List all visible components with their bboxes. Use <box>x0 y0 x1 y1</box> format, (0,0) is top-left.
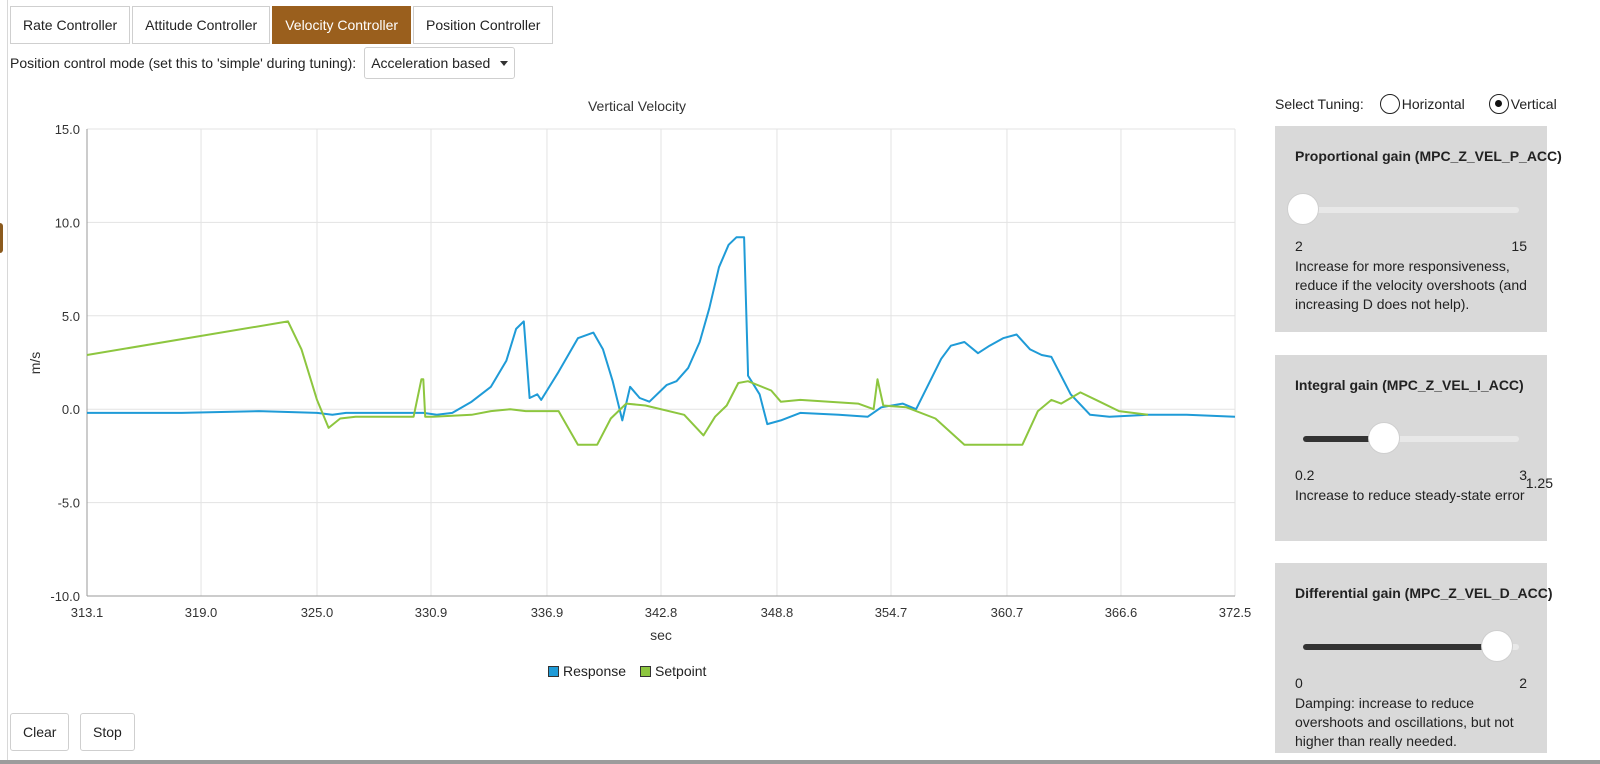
radio-label-horizontal: Horizontal <box>1401 96 1465 112</box>
slider-fill <box>1303 644 1498 650</box>
series-line-setpoint <box>86 320 1149 446</box>
param-title: Integral gain (MPC_Z_VEL_I_ACC) <box>1295 377 1524 393</box>
vertical-velocity-chart: 313.1 319.0 325.0 330.9 336.9 342.8 348.8 354.7… <box>27 98 1252 643</box>
slider-fill <box>1303 436 1384 442</box>
y-tick-label: -10.0 <box>50 589 80 604</box>
x-tick-label: 313.1 <box>71 605 104 620</box>
slider-min-label: 0.2 <box>1295 467 1315 483</box>
tab-rate-controller[interactable]: Rate Controller <box>10 6 131 44</box>
slider-max-label: 15 <box>1511 238 1527 254</box>
x-tick-label: 372.5 <box>1219 605 1252 620</box>
x-tick-label: 348.8 <box>761 605 794 620</box>
position-mode-label: Position control mode (set this to 'simp… <box>10 55 357 71</box>
position-mode-value: Acceleration based <box>371 55 491 71</box>
y-tick-label: 0.0 <box>62 402 80 417</box>
bottom-scrollbar[interactable] <box>0 760 1600 764</box>
caret-down-icon <box>500 60 509 66</box>
y-tick-label: 15.0 <box>55 122 80 137</box>
radio-vertical[interactable] <box>1488 94 1509 114</box>
param-panel-d-gain: Differential gain (MPC_Z_VEL_D_ACC) 0 2 … <box>1275 563 1552 753</box>
param-description: Increase to reduce steady-state error <box>1295 487 1525 503</box>
param-panel-p-gain: Proportional gain (MPC_Z_VEL_P_ACC) 2 15… <box>1275 126 1562 332</box>
tuning-option-vertical[interactable]: Vertical <box>1488 94 1557 114</box>
param-title: Proportional gain (MPC_Z_VEL_P_ACC) <box>1295 148 1562 164</box>
y-tick-label: -5.0 <box>58 496 80 511</box>
select-tuning-label: Select Tuning: <box>1275 96 1364 112</box>
tab-attitude-controller[interactable]: Attitude Controller <box>132 6 271 44</box>
y-axis-label: m/s <box>27 352 43 375</box>
setpoint-swatch-icon <box>640 665 652 677</box>
slider-thumb[interactable] <box>1481 630 1514 662</box>
x-tick-label: 319.0 <box>185 605 218 620</box>
position-mode-row: Position control mode (set this to 'simp… <box>10 47 516 79</box>
left-divider <box>7 0 8 764</box>
d-gain-slider[interactable] <box>1303 630 1519 662</box>
chart-title: Vertical Velocity <box>588 98 686 114</box>
x-tick-label: 330.9 <box>415 605 448 620</box>
x-tick-label: 354.7 <box>875 605 908 620</box>
legend-label-setpoint: Setpoint <box>655 663 707 679</box>
legend-item-setpoint[interactable]: Setpoint <box>640 663 706 679</box>
x-axis-label: sec <box>650 627 672 643</box>
y-tick-label: 10.0 <box>55 215 80 230</box>
series-line-response <box>87 236 1236 426</box>
legend-label-response: Response <box>563 663 627 679</box>
param-panel-i-gain: Integral gain (MPC_Z_VEL_I_ACC) 0.2 3 1.… <box>1275 355 1553 541</box>
x-tick-label: 360.7 <box>991 605 1024 620</box>
x-tick-label: 336.9 <box>531 605 564 620</box>
radio-label-vertical: Vertical <box>1510 96 1557 112</box>
slider-value-label: 1.25 <box>1525 475 1553 491</box>
p-gain-slider[interactable] <box>1287 193 1519 225</box>
select-tuning-row: Select Tuning: Horizontal Vertical <box>1275 93 1557 115</box>
slider-min-label: 2 <box>1295 238 1303 254</box>
stop-button[interactable]: Stop <box>80 713 135 751</box>
y-tick-label: 5.0 <box>62 309 80 324</box>
tuning-option-horizontal[interactable]: Horizontal <box>1379 94 1465 114</box>
drawer-handle[interactable] <box>0 223 3 253</box>
param-description: Damping: increase to reduce overshoots a… <box>1295 695 1514 749</box>
slider-thumb[interactable] <box>1368 422 1400 454</box>
response-swatch-icon <box>548 665 559 677</box>
slider-max-label: 2 <box>1519 675 1527 691</box>
tab-velocity-controller[interactable]: Velocity Controller <box>272 6 412 44</box>
slider-thumb[interactable] <box>1287 193 1319 225</box>
param-title: Differential gain (MPC_Z_VEL_D_ACC) <box>1295 585 1553 601</box>
param-description: Increase for more responsiveness, reduce… <box>1295 258 1527 312</box>
tab-position-controller[interactable]: Position Controller <box>413 6 554 44</box>
controller-tabs: Rate Controller Attitude Controller Velo… <box>10 6 555 44</box>
slider-min-label: 0 <box>1295 675 1303 691</box>
radio-horizontal[interactable] <box>1379 94 1400 114</box>
chart-legend: Response Setpoint <box>548 663 706 679</box>
slider-max-label: 3 <box>1519 467 1527 483</box>
clear-button[interactable]: Clear <box>10 713 70 751</box>
legend-item-response[interactable]: Response <box>548 663 626 679</box>
i-gain-slider[interactable] <box>1303 422 1519 454</box>
x-tick-label: 342.8 <box>645 605 678 620</box>
x-tick-label: 325.0 <box>301 605 334 620</box>
position-mode-select[interactable]: Acceleration based <box>364 47 516 79</box>
x-tick-label: 366.6 <box>1105 605 1138 620</box>
